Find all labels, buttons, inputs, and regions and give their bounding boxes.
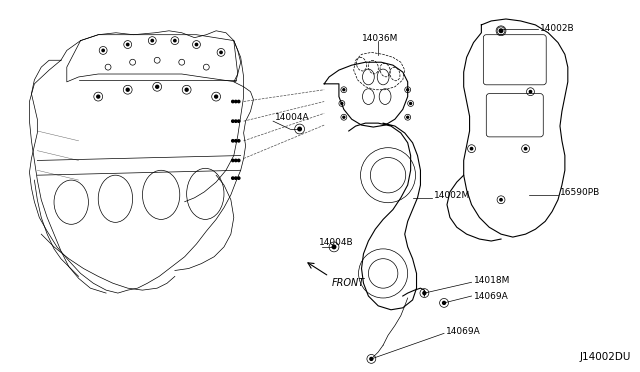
Circle shape (232, 120, 234, 122)
Circle shape (237, 159, 240, 162)
Circle shape (102, 49, 104, 52)
Circle shape (500, 199, 502, 201)
Circle shape (298, 127, 301, 131)
Circle shape (332, 245, 336, 248)
Circle shape (443, 301, 445, 304)
Circle shape (185, 88, 188, 91)
Text: 14002M: 14002M (434, 191, 470, 201)
Text: 14004B: 14004B (319, 238, 354, 247)
Circle shape (341, 103, 343, 105)
Circle shape (97, 95, 100, 98)
Circle shape (500, 30, 502, 32)
Circle shape (232, 100, 234, 103)
Circle shape (470, 147, 473, 150)
Circle shape (529, 90, 532, 93)
Circle shape (237, 120, 240, 122)
Text: 14069A: 14069A (474, 292, 508, 301)
Circle shape (235, 120, 237, 122)
Circle shape (235, 177, 237, 179)
Text: 14018M: 14018M (474, 276, 510, 285)
Circle shape (406, 116, 409, 118)
Circle shape (232, 159, 234, 162)
Circle shape (127, 44, 129, 46)
Circle shape (406, 89, 409, 91)
Circle shape (214, 95, 218, 98)
Circle shape (343, 89, 345, 91)
Circle shape (195, 44, 198, 46)
Circle shape (237, 100, 240, 103)
Text: 16590PB: 16590PB (560, 188, 600, 198)
Circle shape (237, 177, 240, 179)
Circle shape (126, 88, 129, 91)
Circle shape (423, 292, 426, 295)
Circle shape (151, 39, 154, 42)
Text: FRONT: FRONT (332, 278, 365, 288)
Circle shape (370, 357, 373, 360)
Circle shape (156, 85, 159, 88)
Circle shape (232, 140, 234, 142)
Circle shape (173, 39, 176, 42)
Circle shape (237, 140, 240, 142)
Text: 14069A: 14069A (446, 327, 481, 336)
Circle shape (499, 29, 503, 33)
Circle shape (235, 140, 237, 142)
Text: 14036M: 14036M (362, 34, 398, 43)
Circle shape (343, 116, 345, 118)
Text: J14002DU: J14002DU (580, 352, 631, 362)
Circle shape (524, 147, 527, 150)
Circle shape (232, 177, 234, 179)
Text: 14004A: 14004A (275, 113, 310, 122)
Circle shape (235, 100, 237, 103)
Text: 14002B: 14002B (540, 24, 575, 33)
Circle shape (220, 51, 222, 54)
Circle shape (235, 159, 237, 162)
Circle shape (410, 103, 412, 105)
